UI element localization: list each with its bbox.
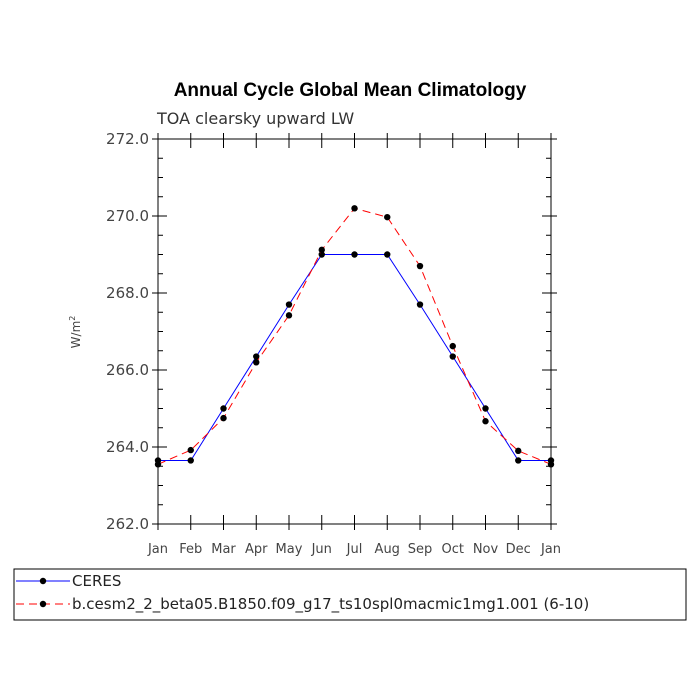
y-tick-label: 272.0 xyxy=(106,130,149,148)
y-tick-label: 270.0 xyxy=(106,207,149,225)
x-tick-label: Jul xyxy=(346,542,363,557)
series-2-point xyxy=(351,205,358,212)
x-tick-label: Apr xyxy=(245,542,268,557)
series-1-point xyxy=(253,353,260,360)
x-tick-label: May xyxy=(276,542,303,557)
series-2-point xyxy=(482,418,489,425)
legend-label-1: CERES xyxy=(72,572,121,590)
x-tick-label: Aug xyxy=(375,542,400,557)
series-1-point xyxy=(482,405,489,412)
x-tick-label: Oct xyxy=(442,542,464,557)
series-2-point xyxy=(384,213,391,221)
chart-title: Annual Cycle Global Mean Climatology xyxy=(174,80,527,101)
legend-label-2: b.cesm2_2_beta05.B1850.f09_g17_ts10spl0m… xyxy=(72,595,589,614)
series-1-point xyxy=(220,405,227,412)
x-tick-label: Nov xyxy=(473,542,499,557)
series-1-point xyxy=(187,457,194,464)
series-1-point xyxy=(515,457,522,464)
series-2-point xyxy=(285,312,293,319)
y-axis-label: W/m2 xyxy=(68,316,83,349)
series-2-point xyxy=(416,262,424,270)
series-1-point xyxy=(416,301,424,308)
y-axis-label-superscript: 2 xyxy=(68,316,77,321)
series-2-point xyxy=(187,446,194,454)
x-tick-label: Feb xyxy=(179,542,202,557)
x-axis: Jan Feb Mar Apr May Jun Jul Aug Sep Oct Nov Dec Jan xyxy=(147,133,561,557)
series-1-point xyxy=(351,251,358,258)
series-1-point xyxy=(449,353,456,360)
y-tick-label: 268.0 xyxy=(106,284,149,302)
series-line-1 xyxy=(158,254,551,461)
x-tick-label: Jan xyxy=(147,542,168,557)
series-2-point xyxy=(515,447,522,455)
x-tick-label: Jan xyxy=(540,542,561,557)
legend: CERES b.cesm2_2_beta05.B1850.f09_g17_ts10… xyxy=(16,572,589,614)
series-layer xyxy=(154,205,555,468)
series-line-2 xyxy=(157,207,552,465)
series-2-point xyxy=(318,246,325,254)
x-tick-label: Mar xyxy=(211,542,236,557)
series-2-point xyxy=(547,461,555,468)
legend-box xyxy=(13,568,687,621)
x-tick-label: Jun xyxy=(311,542,332,557)
x-tick-label: Dec xyxy=(506,542,531,557)
y-tick-label: 264.0 xyxy=(106,438,149,456)
y-tick-label: 266.0 xyxy=(106,361,149,379)
y-axis: 262.0 264.0 266.0 268.0 270.0 272.0 xyxy=(106,130,557,533)
series-2-point xyxy=(220,414,227,422)
series-1-point xyxy=(285,301,293,308)
series-2-point xyxy=(154,461,162,468)
x-tick-label: Sep xyxy=(408,542,433,557)
chart-subtitle: TOA clearsky upward LW xyxy=(156,109,354,128)
series-1-point xyxy=(384,251,391,258)
series-2-point xyxy=(449,342,456,350)
plot-frame xyxy=(157,138,552,525)
y-tick-label: 262.0 xyxy=(106,515,149,533)
series-2-point xyxy=(253,359,260,366)
legend-marker-2 xyxy=(39,600,47,608)
legend-marker-1 xyxy=(39,577,47,585)
